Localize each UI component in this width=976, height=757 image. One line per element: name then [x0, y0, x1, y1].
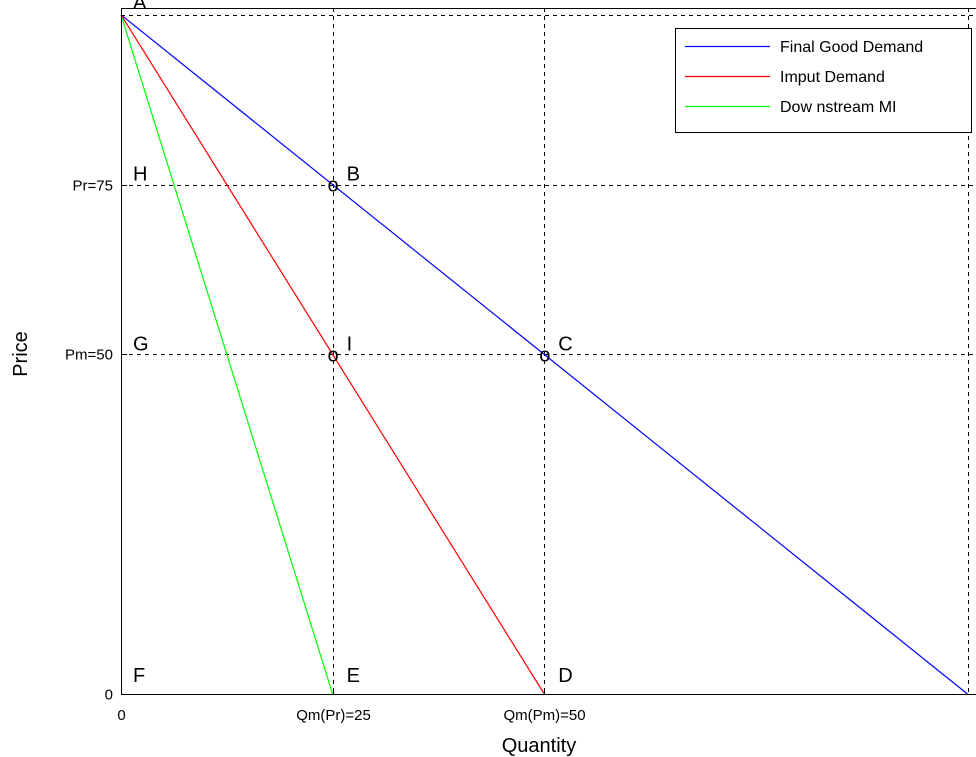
point-label-e: E [347, 665, 360, 687]
series-line-2 [120, 14, 545, 695]
series-lines [120, 14, 968, 695]
point-marker: o [328, 175, 339, 197]
point-markers: o o o [328, 175, 551, 367]
legend-entry-1: Final Good Demand [780, 39, 923, 56]
legend: Final Good Demand Imput Demand Dow nstream… [675, 28, 972, 133]
legend-entry-3: Dow nstream MI [780, 99, 896, 116]
point-label-b: B [347, 164, 360, 186]
legend-box [675, 28, 972, 133]
point-label-g: G [133, 333, 149, 355]
point-label-d: D [558, 665, 572, 687]
series-line-1 [120, 14, 968, 695]
x-axis-title: Quantity [502, 735, 576, 757]
point-label-i: I [347, 333, 353, 355]
point-label-a: A [133, 0, 147, 14]
y-tick-label: Pr=75 [73, 178, 113, 195]
x-tick-label: 0 [117, 707, 125, 724]
axis-ticks: 0 Qm(Pr)=25 Qm(Pm)=50 0 Pm=50 Pr=75 [65, 178, 586, 725]
point-marker: o [539, 344, 550, 366]
x-tick-label: Qm(Pr)=25 [296, 707, 371, 724]
y-axis-title: Price [10, 331, 32, 377]
series-line-3 [120, 14, 334, 695]
point-label-h: H [133, 164, 147, 186]
point-marker: o [328, 344, 339, 366]
y-tick-label: Pm=50 [65, 347, 113, 364]
point-labels: A B C D E F G H I [133, 0, 573, 687]
x-tick-label: Qm(Pm)=50 [503, 707, 585, 724]
point-label-f: F [133, 665, 145, 687]
legend-entry-2: Imput Demand [780, 69, 885, 86]
point-label-c: C [558, 333, 572, 355]
y-tick-label: 0 [105, 687, 113, 704]
